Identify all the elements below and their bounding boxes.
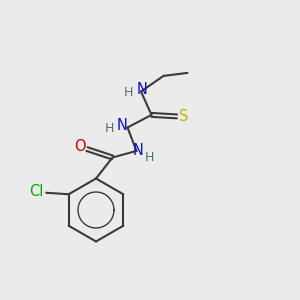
Text: N: N	[117, 118, 128, 134]
Text: N: N	[136, 82, 147, 98]
Text: H: H	[124, 85, 133, 99]
Text: H: H	[105, 122, 114, 135]
Text: Cl: Cl	[29, 184, 44, 199]
Text: N: N	[133, 143, 143, 158]
Text: H: H	[144, 151, 154, 164]
Text: S: S	[179, 109, 188, 124]
Text: O: O	[75, 139, 86, 154]
